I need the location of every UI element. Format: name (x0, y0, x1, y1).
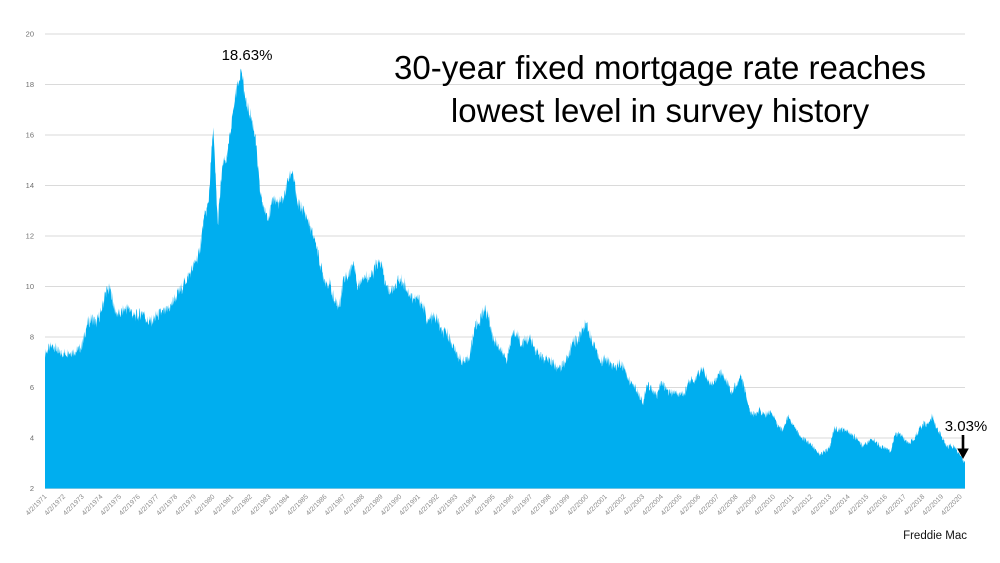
y-axis-tick-label: 10 (26, 282, 34, 291)
y-axis-tick-label: 18 (26, 80, 34, 89)
down-arrow-icon (957, 435, 969, 459)
title-line-2: lowest level in survey history (450, 92, 870, 129)
y-axis-tick-label: 4 (30, 434, 34, 443)
rate-area-series (45, 68, 965, 489)
latest-annotation: 3.03% (944, 418, 988, 435)
y-axis-tick-label: 16 (26, 131, 34, 140)
y-axis-tick-label: 20 (26, 30, 34, 39)
peak-annotation: 18.63% (221, 47, 273, 64)
title-line-1: 30-year fixed mortgage rate reaches (394, 49, 926, 86)
y-axis-tick-label: 8 (30, 333, 34, 342)
y-axis-tick-label: 12 (26, 232, 34, 241)
source-label: Freddie Mac (903, 530, 967, 542)
y-axis-tick-label: 6 (30, 383, 34, 392)
chart-title: 30-year fixed mortgage rate reaches lowe… (330, 46, 990, 132)
y-axis-tick-label: 2 (30, 484, 34, 493)
y-axis-tick-label: 14 (26, 181, 34, 190)
x-axis-tick-label: 4/2/2020 (940, 493, 964, 517)
